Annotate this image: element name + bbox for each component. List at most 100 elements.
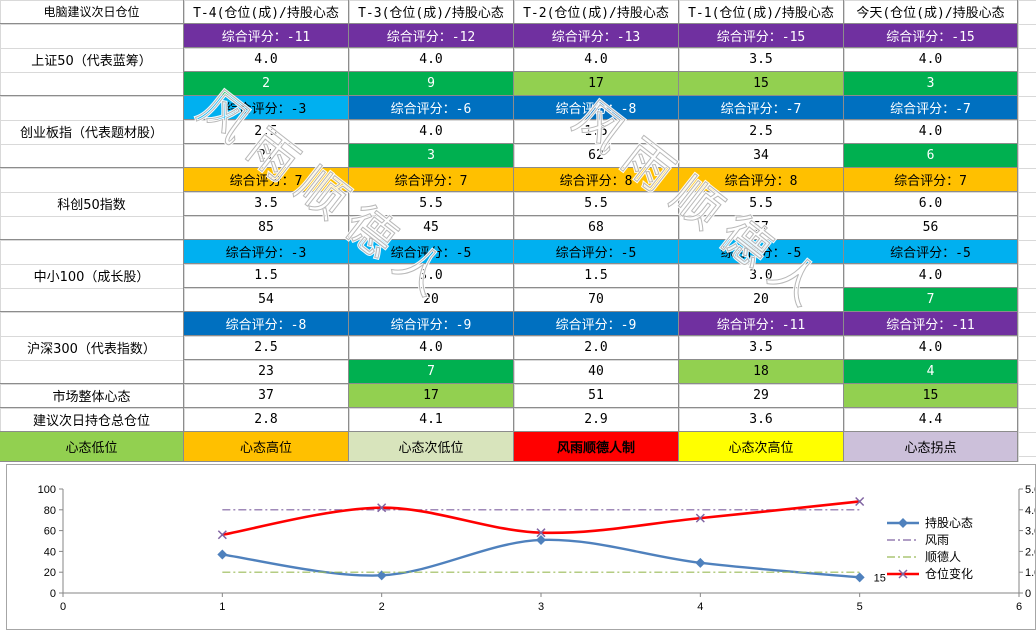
legend-key-cell[interactable]: 心态高位 — [184, 432, 349, 462]
position-cell[interactable]: 4.0 — [844, 120, 1018, 144]
score-cell[interactable]: 综合评分：-13 — [514, 24, 679, 48]
position-cell[interactable]: 4.0 — [349, 48, 514, 72]
mood-cell[interactable]: 6 — [844, 144, 1018, 168]
column-header[interactable]: T-3(仓位(成)/持股心态 — [349, 0, 514, 24]
market-mood-cell[interactable]: 37 — [184, 384, 349, 408]
mood-cell[interactable]: 17 — [514, 72, 679, 96]
mood-cell[interactable]: 4 — [844, 360, 1018, 384]
corner-header[interactable]: 电脑建议次日仓位 — [0, 0, 184, 24]
position-cell[interactable]: 4.0 — [349, 120, 514, 144]
mood-cell[interactable]: 68 — [514, 216, 679, 240]
total-position-cell[interactable]: 4.1 — [349, 408, 514, 432]
total-position-cell[interactable]: 4.4 — [844, 408, 1018, 432]
mood-cell[interactable]: 9 — [349, 72, 514, 96]
position-cell[interactable]: 3.0 — [349, 264, 514, 288]
score-cell[interactable]: 综合评分：-15 — [844, 24, 1018, 48]
position-cell[interactable]: 2.5 — [679, 120, 844, 144]
mood-cell[interactable]: 21 — [184, 144, 349, 168]
position-cell[interactable]: 5.5 — [349, 192, 514, 216]
column-header[interactable]: T-1(仓位(成)/持股心态 — [679, 0, 844, 24]
legend-key-cell[interactable]: 心态次低位 — [349, 432, 514, 462]
market-mood-cell[interactable]: 29 — [679, 384, 844, 408]
score-cell[interactable]: 综合评分：-7 — [679, 96, 844, 120]
index-name-cell[interactable]: 上证50（代表蓝筹） — [0, 24, 184, 96]
score-cell[interactable]: 综合评分：8 — [679, 168, 844, 192]
score-cell[interactable]: 综合评分：7 — [184, 168, 349, 192]
score-cell[interactable]: 综合评分：-11 — [844, 312, 1018, 336]
score-cell[interactable]: 综合评分：-3 — [184, 96, 349, 120]
total-position-cell[interactable]: 2.8 — [184, 408, 349, 432]
score-cell[interactable]: 综合评分：-5 — [844, 240, 1018, 264]
index-name-cell[interactable]: 沪深300（代表指数） — [0, 312, 184, 384]
position-cell[interactable]: 3.0 — [679, 264, 844, 288]
index-name-cell[interactable]: 创业板指（代表题材股） — [0, 96, 184, 168]
position-cell[interactable]: 4.0 — [844, 264, 1018, 288]
mood-cell[interactable]: 15 — [679, 72, 844, 96]
column-header[interactable]: T-4(仓位(成)/持股心态 — [184, 0, 349, 24]
mood-cell[interactable]: 34 — [679, 144, 844, 168]
mood-cell[interactable]: 3 — [349, 144, 514, 168]
position-cell[interactable]: 5.5 — [514, 192, 679, 216]
legend-key-cell[interactable]: 心态低位 — [0, 432, 184, 462]
position-cell[interactable]: 2.5 — [184, 120, 349, 144]
position-cell[interactable]: 1.5 — [184, 264, 349, 288]
mood-cell[interactable]: 20 — [349, 288, 514, 312]
index-name-cell[interactable]: 科创50指数 — [0, 168, 184, 240]
mood-cell[interactable]: 7 — [844, 288, 1018, 312]
mood-cell[interactable]: 7 — [349, 360, 514, 384]
total-position-label[interactable]: 建议次日持仓总仓位 — [0, 408, 184, 432]
mood-cell[interactable]: 3 — [844, 72, 1018, 96]
position-cell[interactable]: 6.0 — [844, 192, 1018, 216]
position-cell[interactable]: 5.5 — [679, 192, 844, 216]
mood-cell[interactable]: 56 — [844, 216, 1018, 240]
score-cell[interactable]: 综合评分：-12 — [349, 24, 514, 48]
score-cell[interactable]: 综合评分：8 — [514, 168, 679, 192]
market-mood-cell[interactable]: 15 — [844, 384, 1018, 408]
score-cell[interactable]: 综合评分：7 — [844, 168, 1018, 192]
position-cell[interactable]: 3.5 — [184, 192, 349, 216]
score-cell[interactable]: 综合评分：-8 — [184, 312, 349, 336]
column-header[interactable]: 今天(仓位(成)/持股心态 — [844, 0, 1018, 24]
market-mood-label[interactable]: 市场整体心态 — [0, 384, 184, 408]
legend-key-cell[interactable]: 风雨顺德人制 — [514, 432, 679, 462]
score-cell[interactable]: 综合评分：-15 — [679, 24, 844, 48]
score-cell[interactable]: 综合评分：-11 — [679, 312, 844, 336]
position-cell[interactable]: 4.0 — [514, 48, 679, 72]
score-cell[interactable]: 综合评分：-3 — [184, 240, 349, 264]
position-cell[interactable]: 2.0 — [514, 336, 679, 360]
score-cell[interactable]: 综合评分：-8 — [514, 96, 679, 120]
score-cell[interactable]: 综合评分：-11 — [184, 24, 349, 48]
mood-cell[interactable]: 18 — [679, 360, 844, 384]
score-cell[interactable]: 综合评分：-5 — [349, 240, 514, 264]
mood-cell[interactable]: 2 — [184, 72, 349, 96]
score-cell[interactable]: 综合评分：-9 — [514, 312, 679, 336]
mood-cell[interactable]: 85 — [184, 216, 349, 240]
market-mood-cell[interactable]: 51 — [514, 384, 679, 408]
chart-area[interactable]: 0 20 40 60 80 100 0 1.0 2.0 3.0 4.0 5.0 0 1 2 3 4 5 6 15 持股心… — [6, 464, 1036, 630]
market-mood-cell[interactable]: 17 — [349, 384, 514, 408]
score-cell[interactable]: 综合评分：-7 — [844, 96, 1018, 120]
mood-cell[interactable]: 45 — [349, 216, 514, 240]
position-cell[interactable]: 1.5 — [514, 120, 679, 144]
mood-cell[interactable]: 70 — [514, 288, 679, 312]
score-cell[interactable]: 综合评分：-5 — [514, 240, 679, 264]
score-cell[interactable]: 综合评分：-9 — [349, 312, 514, 336]
mood-cell[interactable]: 23 — [184, 360, 349, 384]
index-name-cell[interactable]: 中小100（成长股） — [0, 240, 184, 312]
position-cell[interactable]: 4.0 — [184, 48, 349, 72]
total-position-cell[interactable]: 2.9 — [514, 408, 679, 432]
mood-cell[interactable]: 62 — [514, 144, 679, 168]
score-cell[interactable]: 综合评分：-6 — [349, 96, 514, 120]
total-position-cell[interactable]: 3.6 — [679, 408, 844, 432]
position-cell[interactable]: 4.0 — [349, 336, 514, 360]
score-cell[interactable]: 综合评分：7 — [349, 168, 514, 192]
mood-cell[interactable]: 20 — [679, 288, 844, 312]
position-cell[interactable]: 4.0 — [844, 48, 1018, 72]
position-cell[interactable]: 3.5 — [679, 336, 844, 360]
position-cell[interactable]: 4.0 — [844, 336, 1018, 360]
position-cell[interactable]: 3.5 — [679, 48, 844, 72]
mood-cell[interactable]: 54 — [184, 288, 349, 312]
legend-key-cell[interactable]: 心态拐点 — [844, 432, 1018, 462]
mood-cell[interactable]: 57 — [679, 216, 844, 240]
mood-cell[interactable]: 40 — [514, 360, 679, 384]
